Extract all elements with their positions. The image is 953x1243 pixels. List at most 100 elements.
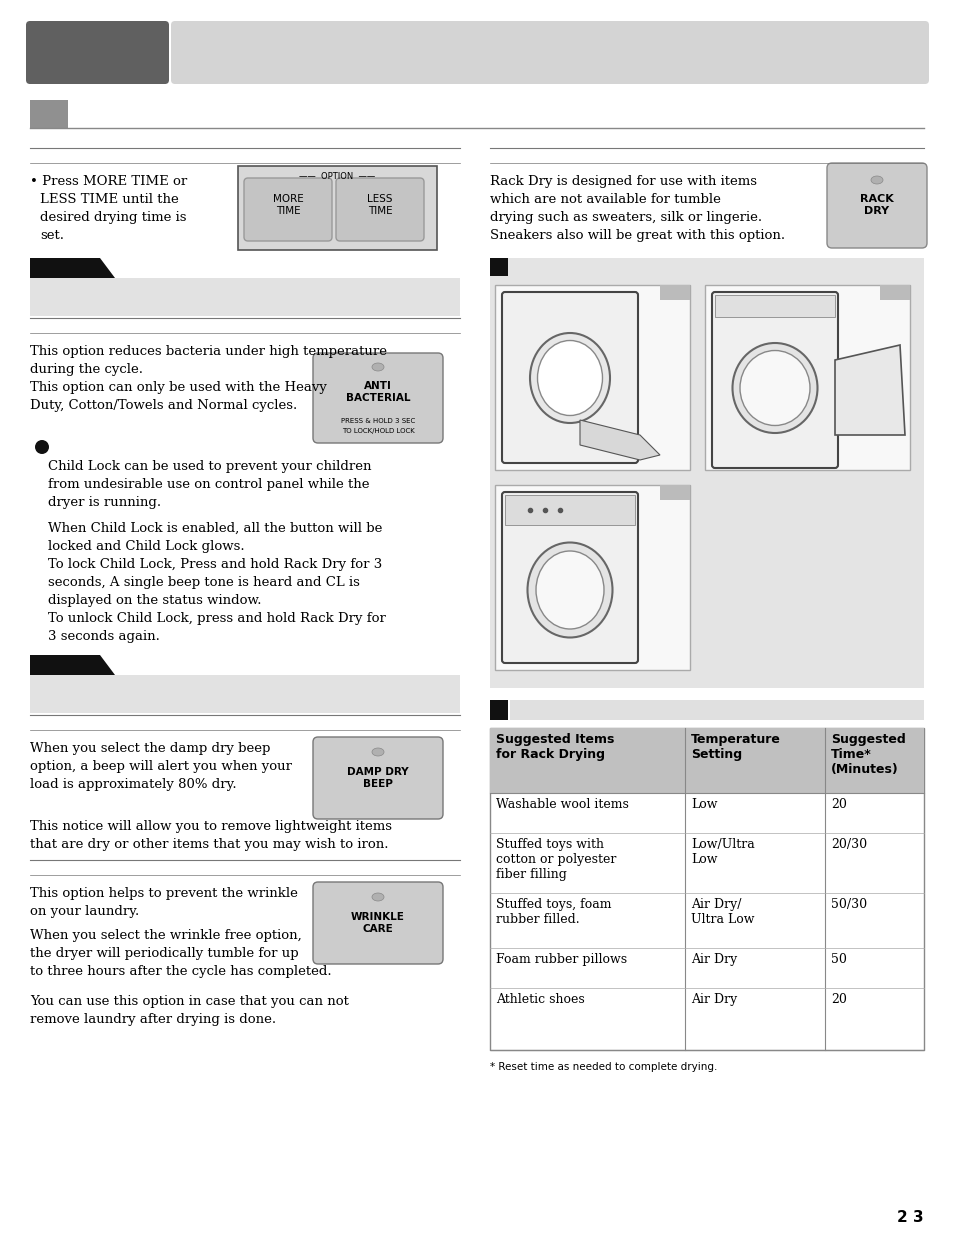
Ellipse shape [372,892,384,901]
Text: desired drying time is: desired drying time is [40,211,186,224]
FancyBboxPatch shape [237,167,436,250]
Text: load is approximately 80% dry.: load is approximately 80% dry. [30,778,236,791]
Text: Air Dry/
Ultra Low: Air Dry/ Ultra Low [690,897,754,926]
Bar [30,278,459,316]
Bar [490,259,923,687]
Bar [510,700,923,720]
Text: Low/Ultra
Low: Low/Ultra Low [690,838,754,866]
Text: This option can only be used with the Heavy: This option can only be used with the He… [30,382,327,394]
Bar [659,485,689,500]
Bar [490,259,507,276]
Text: 50/30: 50/30 [830,897,866,911]
Polygon shape [579,420,659,460]
Text: You can use this option in case that you can not: You can use this option in case that you… [30,994,349,1008]
FancyBboxPatch shape [335,178,423,241]
Bar [879,285,909,300]
Text: ——  OPTION  ——: —— OPTION —— [298,172,375,181]
Bar [490,700,507,720]
Text: displayed on the status window.: displayed on the status window. [48,594,261,607]
Bar [490,259,507,276]
Text: Low: Low [690,798,717,810]
Ellipse shape [527,542,612,638]
Text: ANTI
BACTERIAL: ANTI BACTERIAL [345,382,410,403]
Text: 2 3: 2 3 [897,1209,923,1226]
Ellipse shape [372,363,384,370]
Text: 20/30: 20/30 [830,838,866,851]
Text: remove laundry after drying is done.: remove laundry after drying is done. [30,1013,275,1025]
Text: to three hours after the cycle has completed.: to three hours after the cycle has compl… [30,965,332,978]
Text: the dryer will periodically tumble for up: the dryer will periodically tumble for u… [30,947,298,960]
Text: Sneakers also will be great with this option.: Sneakers also will be great with this op… [490,229,784,242]
Text: drying such as sweaters, silk or lingerie.: drying such as sweaters, silk or lingeri… [490,211,761,224]
Text: WRINKLE
CARE: WRINKLE CARE [351,912,404,933]
Text: 3 seconds again.: 3 seconds again. [48,630,160,643]
Ellipse shape [740,351,809,425]
Ellipse shape [372,748,384,756]
FancyBboxPatch shape [826,163,926,249]
Text: Temperature
Setting: Temperature Setting [690,733,781,761]
Bar [659,285,689,300]
Ellipse shape [35,440,49,454]
Text: Athletic shoes: Athletic shoes [496,993,584,1006]
Text: Child Lock can be used to prevent your children: Child Lock can be used to prevent your c… [48,460,371,474]
Bar [490,728,923,1050]
Text: LESS
TIME: LESS TIME [367,194,393,216]
Text: * Reset time as needed to complete drying.: * Reset time as needed to complete dryin… [490,1062,717,1071]
Text: Rack Dry is designed for use with items: Rack Dry is designed for use with items [490,175,757,188]
Text: LESS TIME until the: LESS TIME until the [40,193,178,206]
Text: option, a beep will alert you when your: option, a beep will alert you when your [30,759,292,773]
Bar [704,285,909,470]
Text: To lock Child Lock, Press and hold Rack Dry for 3: To lock Child Lock, Press and hold Rack … [48,558,382,571]
Bar [504,495,635,525]
Polygon shape [834,346,904,435]
Text: Stuffed toys, foam
rubber filled.: Stuffed toys, foam rubber filled. [496,897,611,926]
Polygon shape [30,259,115,278]
Text: which are not available for tumble: which are not available for tumble [490,193,720,206]
Text: set.: set. [40,229,64,242]
FancyBboxPatch shape [171,21,928,85]
Ellipse shape [870,177,882,184]
Text: TO LOCK/HOLD LOCK: TO LOCK/HOLD LOCK [341,428,414,434]
FancyBboxPatch shape [313,353,442,443]
Text: Air Dry: Air Dry [690,953,737,966]
Text: RACK
DRY: RACK DRY [860,194,893,216]
Polygon shape [30,655,115,675]
Ellipse shape [536,551,603,629]
Text: during the cycle.: during the cycle. [30,363,143,375]
Bar [495,485,689,670]
FancyBboxPatch shape [501,492,638,663]
FancyBboxPatch shape [244,178,332,241]
Text: This option helps to prevent the wrinkle: This option helps to prevent the wrinkle [30,888,297,900]
Text: Suggested
Time*
(Minutes): Suggested Time* (Minutes) [830,733,904,776]
Text: PRESS & HOLD 3 SEC: PRESS & HOLD 3 SEC [340,418,415,424]
Text: When Child Lock is enabled, all the button will be: When Child Lock is enabled, all the butt… [48,522,382,534]
Text: Air Dry: Air Dry [690,993,737,1006]
FancyBboxPatch shape [313,883,442,965]
Ellipse shape [537,341,602,415]
Ellipse shape [530,333,609,423]
Text: • Press MORE TIME or: • Press MORE TIME or [30,175,187,188]
Text: from undesirable use on control panel while the: from undesirable use on control panel wh… [48,479,369,491]
FancyBboxPatch shape [711,292,837,469]
Text: Suggested Items
for Rack Drying: Suggested Items for Rack Drying [496,733,614,761]
Text: This option reduces bacteria under high temperature: This option reduces bacteria under high … [30,346,387,358]
Text: locked and Child Lock glows.: locked and Child Lock glows. [48,539,244,553]
Bar [490,728,923,793]
Bar [30,675,459,713]
Ellipse shape [732,343,817,433]
Text: 20: 20 [830,798,846,810]
Bar [714,295,834,317]
Text: on your laundry.: on your laundry. [30,905,139,919]
Text: When you select the wrinkle free option,: When you select the wrinkle free option, [30,929,301,942]
Text: dryer is running.: dryer is running. [48,496,161,508]
Text: seconds, A single beep tone is heard and CL is: seconds, A single beep tone is heard and… [48,576,359,589]
Text: MORE
TIME: MORE TIME [273,194,303,216]
Text: that are dry or other items that you may wish to iron.: that are dry or other items that you may… [30,838,388,851]
FancyBboxPatch shape [313,737,442,819]
FancyBboxPatch shape [501,292,638,462]
Text: Stuffed toys with
cotton or polyester
fiber filling: Stuffed toys with cotton or polyester fi… [496,838,616,881]
Bar [30,99,68,128]
Text: 20: 20 [830,993,846,1006]
Text: Duty, Cotton/Towels and Normal cycles.: Duty, Cotton/Towels and Normal cycles. [30,399,297,411]
Text: To unlock Child Lock, press and hold Rack Dry for: To unlock Child Lock, press and hold Rac… [48,612,385,625]
